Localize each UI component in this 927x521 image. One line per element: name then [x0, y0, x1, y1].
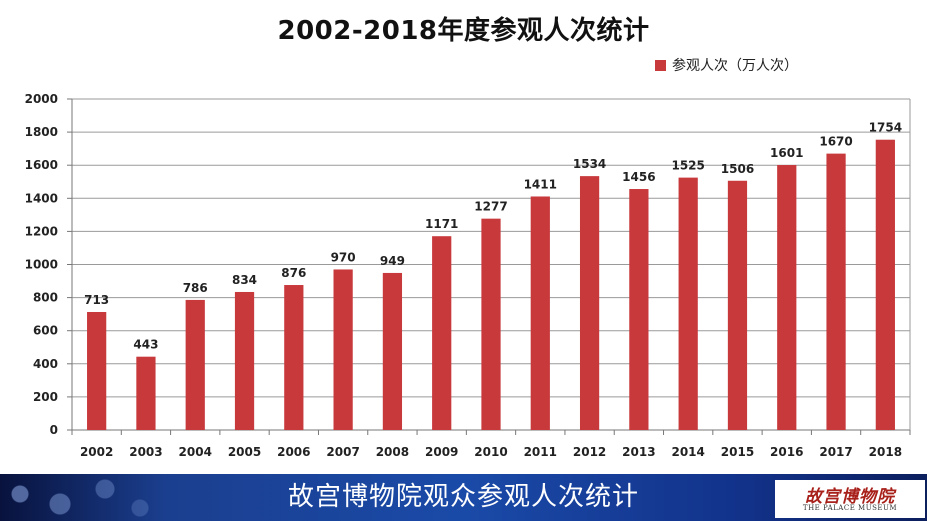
- footer-title: 故宫博物院观众参观人次统计: [287, 482, 639, 512]
- data-label: 876: [281, 266, 306, 280]
- y-tick-label: 1000: [25, 258, 58, 272]
- bar: [87, 311, 107, 430]
- data-label: 786: [183, 281, 208, 295]
- y-tick-label: 200: [33, 390, 58, 404]
- bar: [875, 139, 895, 430]
- data-label: 970: [331, 250, 356, 264]
- y-tick-label: 0: [50, 423, 58, 437]
- y-tick-label: 1800: [25, 125, 58, 139]
- x-tick-label: 2010: [474, 445, 507, 459]
- data-label: 1525: [671, 159, 704, 173]
- chart-legend: 参观人次（万人次）: [655, 56, 798, 74]
- data-label: 1506: [721, 162, 754, 176]
- data-label: 1754: [869, 121, 902, 135]
- data-label: 1411: [524, 177, 557, 191]
- data-label: 1534: [573, 157, 606, 171]
- y-tick-label: 800: [33, 291, 58, 305]
- x-tick-label: 2009: [425, 445, 458, 459]
- footer-banner: 故宫博物院观众参观人次统计: [0, 474, 927, 521]
- x-tick-label: 2002: [80, 445, 113, 459]
- bar: [579, 176, 600, 430]
- y-tick-label: 1200: [25, 224, 58, 238]
- x-tick-label: 2005: [228, 445, 261, 459]
- x-tick-label: 2013: [622, 445, 655, 459]
- y-tick-label: 1400: [25, 191, 58, 205]
- data-label: 949: [380, 254, 405, 268]
- x-tick-label: 2014: [671, 445, 704, 459]
- x-tick-label: 2007: [326, 445, 359, 459]
- bar: [234, 291, 255, 430]
- legend-label: 参观人次（万人次）: [672, 58, 798, 74]
- x-tick-label: 2017: [819, 445, 852, 459]
- bar: [284, 285, 304, 430]
- x-tick-label: 2015: [721, 445, 754, 459]
- bar: [481, 218, 501, 430]
- bar: [333, 269, 353, 430]
- palace-museum-logo: 故宫博物院 THE PALACE MUSEUM: [775, 480, 925, 518]
- data-label: 1601: [770, 146, 803, 160]
- data-label: 1670: [819, 135, 852, 149]
- bar: [136, 356, 156, 430]
- data-label: 834: [232, 273, 257, 287]
- x-tick-label: 2012: [573, 445, 606, 459]
- x-tick-label: 2018: [869, 445, 902, 459]
- x-tick-label: 2003: [129, 445, 162, 459]
- footer-pattern-decoration: [0, 474, 170, 521]
- y-tick-label: 400: [33, 357, 58, 371]
- bar: [530, 196, 550, 430]
- bar: [185, 299, 205, 430]
- y-tick-label: 2000: [25, 92, 58, 106]
- x-tick-label: 2016: [770, 445, 803, 459]
- data-label: 713: [84, 293, 109, 307]
- y-tick-label: 600: [33, 324, 58, 338]
- data-label: 1456: [622, 170, 655, 184]
- legend-swatch: [655, 59, 666, 71]
- logo-english-text: THE PALACE MUSEUM: [802, 504, 898, 512]
- x-tick-label: 2006: [277, 445, 310, 459]
- x-tick-label: 2008: [376, 445, 409, 459]
- y-tick-label: 1600: [25, 158, 58, 172]
- bar: [382, 272, 403, 430]
- bar: [432, 236, 452, 430]
- bar: [629, 189, 649, 430]
- x-tick-label: 2011: [524, 445, 557, 459]
- data-label: 1277: [474, 200, 507, 214]
- x-tick-label: 2004: [179, 445, 212, 459]
- bar: [727, 180, 748, 430]
- data-label: 443: [133, 338, 158, 352]
- bar-chart: 0 200 400 600 800 1000 1200 1400 1600 1800 2000 713…: [25, 92, 911, 459]
- chart-title: 2002-2018年度参观人次统计: [277, 16, 650, 46]
- data-label: 1171: [425, 217, 458, 231]
- bar: [777, 165, 797, 431]
- bar: [678, 177, 698, 430]
- bar: [826, 153, 846, 431]
- logo-chinese-text: 故宫博物院: [805, 487, 895, 507]
